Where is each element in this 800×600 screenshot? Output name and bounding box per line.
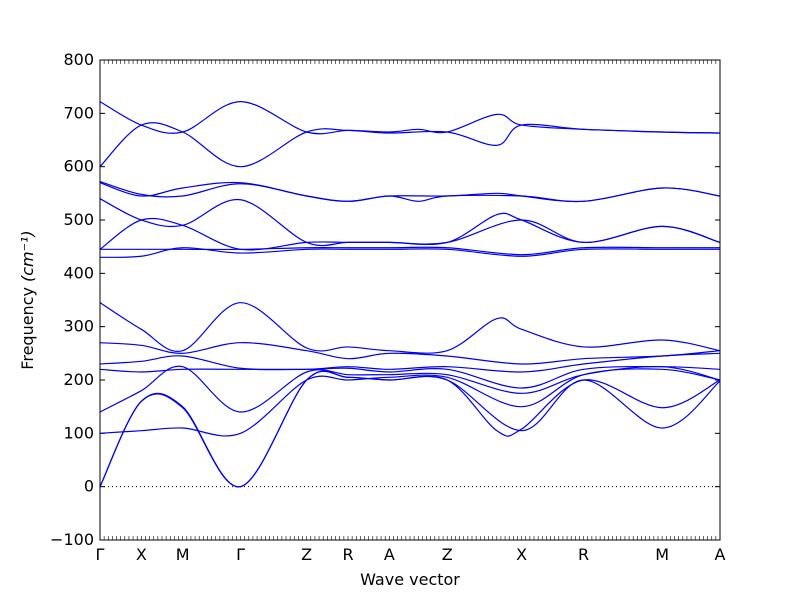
phonon-band-14 <box>99 181 721 203</box>
y-tick-label: 100 <box>63 423 94 442</box>
y-tick-label: 300 <box>63 317 94 336</box>
phonon-band-10 <box>99 246 720 256</box>
x-tick-label: R <box>578 545 589 564</box>
y-axis-label-unit: (cm⁻¹) <box>18 230 37 282</box>
y-tick-label: −100 <box>50 530 94 549</box>
y-tick-label: 800 <box>63 50 94 69</box>
x-tick-label: Γ <box>236 545 245 564</box>
phonon-band-8 <box>99 302 721 354</box>
phonon-bands <box>99 100 721 488</box>
x-tick-label: A <box>384 545 395 564</box>
phonon-band-16 <box>99 100 721 135</box>
y-tick-label: 700 <box>63 103 94 122</box>
phonon-band-9 <box>99 247 720 258</box>
phonon-band-12 <box>99 198 721 247</box>
x-tick-label: X <box>516 545 527 564</box>
phonon-band-5 <box>99 365 721 389</box>
phonon-band-2 <box>99 370 721 488</box>
x-tick-label: M <box>655 545 669 564</box>
y-tick-label: 600 <box>63 157 94 176</box>
y-axis-label: Frequency (cm⁻¹) <box>18 230 37 369</box>
y-tick-labels: −100 0 100 200 300 400 500 600 700 800 <box>50 50 94 549</box>
phonon-band-6 <box>99 352 721 373</box>
y-tick-label: 0 <box>84 477 94 496</box>
phonon-band-4 <box>99 365 721 413</box>
x-tick-label: R <box>342 545 353 564</box>
x-tick-label: X <box>136 545 147 564</box>
axis-ticks <box>99 59 721 541</box>
y-axis-label-text: Frequency <box>18 287 37 370</box>
x-tick-label: Z <box>301 545 312 564</box>
x-axis-label: Wave vector <box>360 570 460 589</box>
plot-frame <box>99 59 721 541</box>
y-tick-label: 200 <box>63 370 94 389</box>
y-tick-label: 500 <box>63 210 94 229</box>
x-tick-label: A <box>715 545 726 564</box>
y-tick-label: 400 <box>63 263 94 282</box>
phonon-band-7 <box>99 342 721 365</box>
x-tick-label: Γ <box>96 545 105 564</box>
x-tick-label: M <box>176 545 190 564</box>
x-tick-label: Z <box>442 545 453 564</box>
